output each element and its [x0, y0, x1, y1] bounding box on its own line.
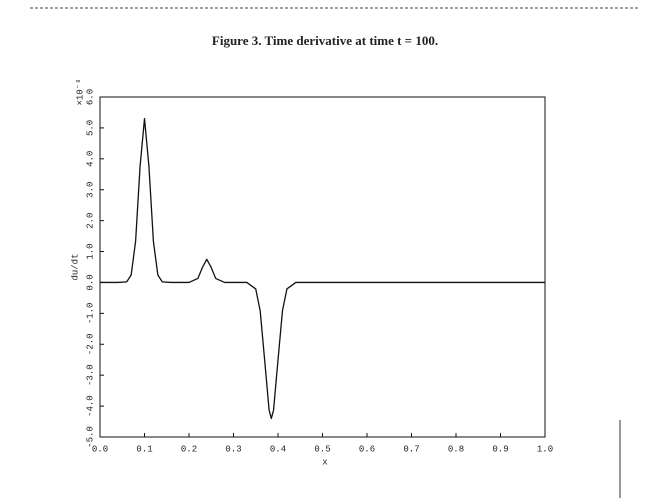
chart-title: Figure 3. Time derivative at time t = 10… — [212, 33, 438, 48]
y-tick-label: 2.0 — [85, 213, 95, 229]
y-tick-label: -4.0 — [85, 395, 95, 417]
x-tick-label: 0.8 — [448, 444, 464, 454]
data-line — [100, 117, 545, 420]
x-tick-label: 0.9 — [492, 444, 508, 454]
x-tick-label: 0.7 — [403, 444, 419, 454]
x-tick-label: 0.2 — [181, 444, 197, 454]
y-tick-label: 3.0 — [85, 182, 95, 198]
y-tick-label: -5.0 — [85, 426, 95, 448]
y-tick-label: -2.0 — [85, 333, 95, 355]
x-tick-label: 0.0 — [92, 444, 108, 454]
x-tick-label: 0.1 — [136, 444, 152, 454]
y-axis-label: du/dt — [70, 253, 80, 280]
x-tick-label: 0.5 — [314, 444, 330, 454]
y-tick-label: -3.0 — [85, 364, 95, 386]
x-axis-label: x — [322, 457, 327, 467]
y-tick-label: 0.0 — [85, 274, 95, 290]
y-tick-label: 1.0 — [85, 243, 95, 259]
y-multiplier: ×10⁻⁸ — [75, 78, 85, 105]
y-tick-label: 5.0 — [85, 120, 95, 136]
x-tick-label: 0.3 — [225, 444, 241, 454]
x-tick-label: 1.0 — [537, 444, 553, 454]
x-tick-label: 0.4 — [270, 444, 286, 454]
x-tick-label: 0.6 — [359, 444, 375, 454]
y-tick-label: 4.0 — [85, 151, 95, 167]
y-tick-label: 6.0 — [85, 89, 95, 105]
y-tick-label: -1.0 — [85, 303, 95, 325]
plot-frame — [99, 96, 546, 438]
